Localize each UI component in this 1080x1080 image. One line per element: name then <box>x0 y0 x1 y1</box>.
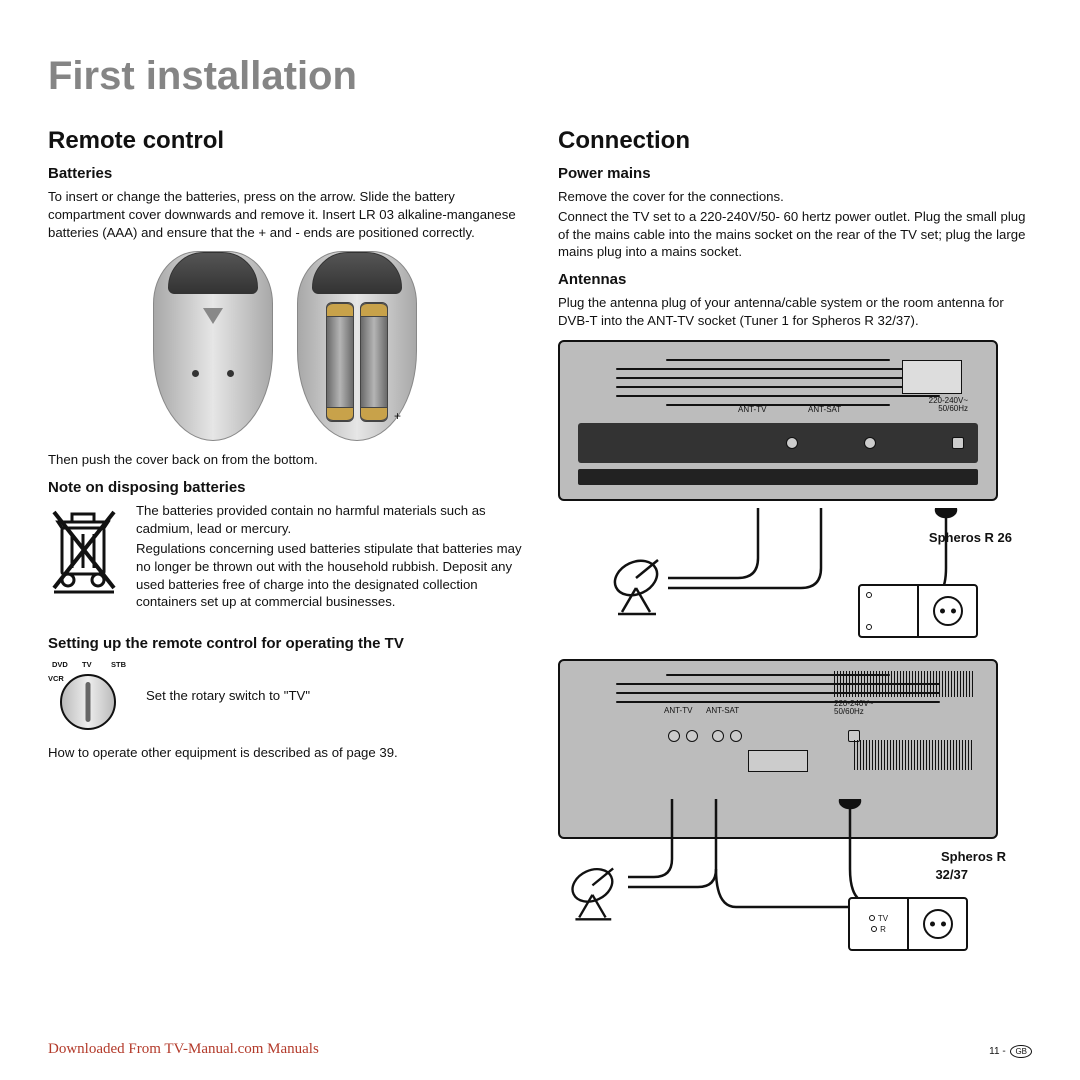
satellite-dish-icon <box>608 550 678 625</box>
euro-plug-icon <box>923 909 953 939</box>
remote-ir-window <box>312 252 402 294</box>
socket-ant-tv-2 <box>686 730 698 742</box>
port-ant-tv-label: ANT-TV <box>738 405 766 414</box>
right-column: Connection Power mains Remove the cover … <box>558 127 1032 1007</box>
remote-cover-open: + + <box>297 251 417 441</box>
dispose-p1: The batteries provided contain no harmfu… <box>136 502 522 538</box>
page-number-text: 11 - <box>989 1046 1008 1057</box>
port-ant-sat-label: ANT-SAT <box>808 405 841 414</box>
remote-figures: + + <box>48 251 522 441</box>
tv-diagram-1: ANT-TV ANT-SAT 220-240V~ 50/60Hz Spheros… <box>558 340 1032 659</box>
coax-jack <box>866 624 872 630</box>
rotary-switch-diagram: DVD TV STB VCR <box>48 660 128 732</box>
model-label-2b: 32/37 <box>935 867 968 882</box>
tv-back-1: ANT-TV ANT-SAT 220-240V~ 50/60Hz <box>558 340 998 501</box>
arrow-down-icon <box>203 308 223 324</box>
remote-control-heading: Remote control <box>48 127 522 155</box>
setup-p1: How to operate other equipment is descri… <box>48 744 522 762</box>
label-vcr: VCR <box>48 674 64 683</box>
tv-back-2: ANT-TV ANT-SAT 220-240V~ 50/60Hz <box>558 659 998 839</box>
port-strip <box>578 423 978 463</box>
antennas-title: Antennas <box>558 271 1032 288</box>
weee-icon <box>48 502 122 603</box>
outlet-left <box>860 586 917 636</box>
outlet-r-label: R <box>880 925 886 934</box>
page-number: 11 - GB <box>989 1045 1032 1058</box>
tv-diagram-2: ANT-TV ANT-SAT 220-240V~ 50/60Hz Spheros… <box>558 659 1032 1007</box>
left-column: Remote control Batteries To insert or ch… <box>48 127 522 1007</box>
battery-left: + <box>326 302 354 422</box>
outlet-left: TV R <box>850 899 907 949</box>
socket-ant-tv <box>786 437 798 449</box>
model-label-2a: Spheros R <box>941 849 1006 864</box>
screw-dot <box>227 370 234 377</box>
outlet-tv-label: TV <box>878 914 888 923</box>
rotary-row: DVD TV STB VCR Set the rotary switch to … <box>48 660 522 732</box>
power-p1: Remove the cover for the connections. <box>558 188 1032 206</box>
label-stb: STB <box>111 660 126 669</box>
socket-ant-sat-2 <box>730 730 742 742</box>
plus-icon: + <box>394 409 401 423</box>
batteries-title: Batteries <box>48 165 522 182</box>
port-mains-label: 220-240V~ 50/60Hz <box>834 700 873 716</box>
outlet-right <box>907 899 966 949</box>
batteries-p1: To insert or change the batteries, press… <box>48 188 522 241</box>
footer-source-link[interactable]: Downloaded From TV-Manual.com Manuals <box>48 1041 319 1058</box>
page-title: First installation <box>48 54 1032 99</box>
region-badge: GB <box>1010 1045 1032 1058</box>
connection-heading: Connection <box>558 127 1032 155</box>
rotary-dial-icon <box>60 674 116 730</box>
socket-ant-sat <box>712 730 724 742</box>
antennas-p1: Plug the antenna plug of your antenna/ca… <box>558 294 1032 330</box>
label-dvd: DVD <box>52 660 68 669</box>
model-label-1: Spheros R 26 <box>929 530 1012 545</box>
screw-dot <box>192 370 199 377</box>
battery-right: + <box>360 302 388 422</box>
port-strip-lower <box>578 469 978 485</box>
port-ant-sat-label: ANT-SAT <box>706 706 739 715</box>
power-p2: Connect the TV set to a 220-240V/50- 60 … <box>558 208 1032 261</box>
power-title: Power mains <box>558 165 1032 182</box>
socket-ant-tv <box>668 730 680 742</box>
euro-plug-icon <box>933 596 963 626</box>
wall-outlet-1 <box>858 584 978 638</box>
content-columns: Remote control Batteries To insert or ch… <box>48 127 1032 1007</box>
remote-ir-window <box>168 252 258 294</box>
remote-cover-closed <box>153 251 273 441</box>
dispose-text: The batteries provided contain no harmfu… <box>136 502 522 621</box>
speaker-grille <box>834 671 974 697</box>
center-panel <box>748 750 808 772</box>
port-ant-tv-label: ANT-TV <box>664 706 692 715</box>
dispose-title: Note on disposing batteries <box>48 479 522 496</box>
outlet-right <box>917 586 976 636</box>
batteries-p2: Then push the cover back on from the bot… <box>48 451 522 469</box>
label-tv: TV <box>82 660 92 669</box>
satellite-dish-icon <box>566 859 632 930</box>
socket-ant-sat <box>864 437 876 449</box>
coax-jack <box>866 592 872 598</box>
rotary-text: Set the rotary switch to "TV" <box>146 687 310 705</box>
speaker-grille <box>854 740 974 770</box>
socket-mains <box>952 437 964 449</box>
port-mains-label: 220-240V~ 50/60Hz <box>929 397 968 413</box>
setup-title: Setting up the remote control for operat… <box>48 635 522 652</box>
wall-outlet-2: TV R <box>848 897 968 951</box>
rating-plate <box>902 360 962 394</box>
dispose-p2: Regulations concerning used batteries st… <box>136 540 522 611</box>
dispose-row: The batteries provided contain no harmfu… <box>48 502 522 621</box>
